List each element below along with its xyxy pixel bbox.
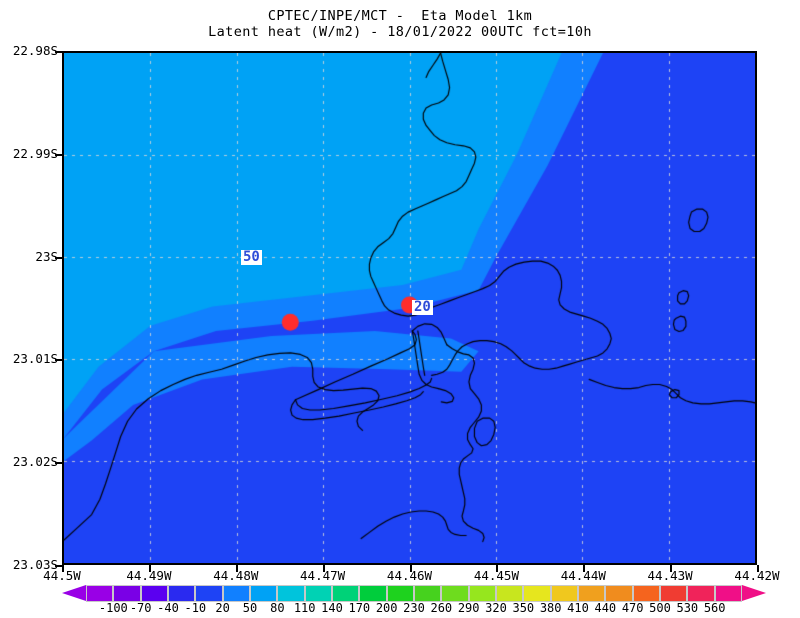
colorbar-tick-label: -100	[98, 601, 128, 615]
colorbar-cell	[222, 585, 250, 602]
y-axis-tick-label: 23S	[35, 248, 58, 264]
y-axis-tick-mark	[55, 359, 62, 362]
y-axis-tick-label: 23.02S	[12, 454, 58, 470]
x-axis-tick-mark	[322, 565, 325, 572]
x-axis-tick-label: 44.5W	[43, 568, 81, 583]
colorbar-cell	[578, 585, 606, 602]
y-axis-tick-mark	[55, 256, 62, 259]
x-axis-tick-label: 44.46W	[386, 568, 433, 583]
x-axis-tick-label: 44.42W	[734, 568, 780, 583]
colorbar-tick-label: 440	[594, 601, 617, 615]
y-axis-tick-mark	[55, 565, 62, 567]
colorbar-cell	[277, 585, 305, 602]
colorbar-cell	[386, 585, 414, 602]
colorbar-tick-label: 140	[321, 601, 343, 615]
colorbar-tick-label: 80	[270, 601, 285, 615]
contour-label: 20	[412, 299, 433, 315]
colorbar-tick-label: 560	[703, 601, 726, 615]
colorbar-cell	[468, 585, 496, 602]
colorbar-tick-label: -70	[129, 601, 152, 615]
colorbar-tick-label: 20	[215, 601, 230, 615]
colorbar-cell	[359, 585, 387, 602]
y-axis-tick-mark	[55, 153, 62, 156]
contour-label: 50	[241, 249, 262, 265]
colorbar-cell	[414, 585, 442, 602]
colorbar-cell	[332, 585, 360, 602]
colorbar-cell	[140, 585, 168, 602]
x-axis-tick-label: 44.44W	[560, 568, 606, 583]
colorbar-cell	[113, 585, 141, 602]
colorbar-cell	[550, 585, 578, 602]
colorbar-tick-label: -40	[157, 601, 179, 615]
colorbar-tick-label: 530	[676, 601, 699, 615]
y-axis-tick-label: 23.01S	[12, 351, 58, 367]
colorbar-tick-label: 200	[375, 601, 398, 615]
y-axis-tick-mark	[55, 462, 62, 465]
colorbar-cell	[168, 585, 196, 602]
x-axis-tick-mark	[583, 565, 586, 572]
colorbar-tick-label: -10	[184, 601, 207, 615]
colorbar-cell	[250, 585, 278, 602]
x-axis-tick-mark	[670, 565, 673, 572]
colorbar-tick-label: 350	[512, 601, 535, 615]
x-axis-tick-mark	[409, 565, 412, 572]
y-axis-tick-mark	[55, 51, 62, 53]
colorbar-cell	[605, 585, 633, 602]
x-axis-tick-mark	[757, 565, 759, 572]
colorbar-tick-label: 110	[293, 601, 316, 615]
colorbar-tick-label: 470	[621, 601, 644, 615]
x-axis-tick-mark	[62, 565, 64, 572]
x-axis-tick-label: 44.48W	[213, 568, 259, 583]
colorbar-cell	[304, 585, 332, 602]
colorbar-low-extend-arrow	[62, 585, 86, 601]
colorbar-tick-label: 500	[649, 601, 671, 615]
colorbar-tick-label: 410	[567, 601, 589, 615]
x-axis-tick-mark	[148, 565, 151, 572]
x-axis-tick-label: 44.45W	[473, 568, 519, 583]
colorbar-cell	[660, 585, 688, 602]
colorbar-cell	[86, 585, 114, 602]
colorbar-tick-label: 260	[430, 601, 453, 615]
y-axis-tick-label: 22.99S	[12, 145, 58, 161]
x-axis-tick-mark	[235, 565, 238, 572]
title-line-2: Latent heat (W/m2) - 18/01/2022 00UTC fc…	[208, 24, 592, 40]
colorbar-tick-label: 320	[485, 601, 507, 615]
colorbar-tick-label: 380	[539, 601, 562, 615]
x-axis-tick-mark	[496, 565, 499, 572]
latent-heat-field	[64, 53, 755, 563]
colorbar-tick-label: 230	[403, 601, 425, 615]
y-axis-tick-label: 23.03S	[12, 557, 58, 572]
map-plot-area[interactable]	[62, 51, 757, 565]
title-line-1: CPTEC/INPE/MCT - Eta Model 1km	[267, 8, 533, 24]
colorbar-high-extend-arrow	[742, 585, 766, 601]
colorbar-cell	[523, 585, 551, 602]
colorbar	[0, 585, 800, 602]
y-axis-tick-label: 22.98S	[12, 43, 58, 58]
x-axis-tick-label: 44.43W	[647, 568, 693, 583]
colorbar-cell	[441, 585, 469, 602]
colorbar-cell	[496, 585, 524, 602]
x-axis-tick-label: 44.49W	[126, 568, 172, 583]
colorbar-cell	[714, 585, 742, 602]
colorbar-tick-label: 50	[242, 601, 258, 615]
x-axis-tick-label: 44.47W	[300, 568, 346, 583]
colorbar-cell	[195, 585, 223, 602]
colorbar-cell	[687, 585, 715, 602]
colorbar-tick-label: 170	[348, 601, 371, 615]
colorbar-cell	[632, 585, 660, 602]
colorbar-tick-label: 290	[457, 601, 480, 615]
chart-title-block: CPTEC/INPE/MCT - Eta Model 1km Latent he…	[0, 8, 800, 40]
